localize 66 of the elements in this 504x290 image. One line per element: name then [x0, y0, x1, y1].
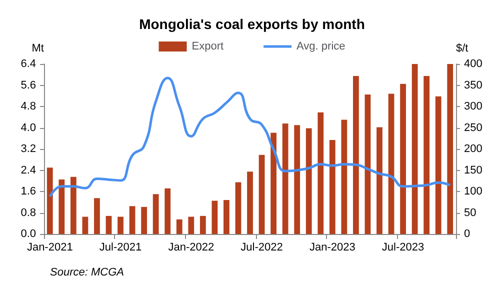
- bar: [400, 84, 406, 234]
- bar: [318, 112, 324, 234]
- bar: [306, 128, 312, 234]
- x-tick-label: Jul-2022: [240, 242, 283, 254]
- source-note: Source: MCGA: [50, 266, 124, 278]
- bar: [282, 124, 288, 234]
- bar: [82, 216, 88, 234]
- bar: [224, 200, 230, 234]
- y-tick-label: 2.4: [20, 164, 36, 176]
- bar: [129, 206, 136, 234]
- bar: [270, 132, 276, 234]
- bar: [46, 168, 53, 234]
- bar: [141, 206, 147, 234]
- bar: [294, 125, 300, 234]
- x-tick-label: Jul-2021: [99, 242, 142, 254]
- y2-tick-label: 350: [464, 79, 482, 92]
- bar: [94, 198, 100, 234]
- bar: [447, 64, 454, 234]
- x-tick-label: Jan-2021: [26, 242, 73, 254]
- bar: [412, 64, 418, 234]
- bar: [341, 120, 348, 234]
- y-tick-label: 5.6: [20, 79, 36, 92]
- y2-tick-label: 300: [464, 100, 482, 112]
- y-tick-label: 6.4: [20, 58, 36, 70]
- bar: [212, 200, 218, 234]
- bar: [58, 180, 65, 234]
- bar: [106, 216, 112, 234]
- bar: [70, 176, 76, 234]
- y-tick-label: 0.8: [20, 206, 36, 219]
- y2-tick-label: 0: [464, 228, 470, 240]
- bar: [435, 96, 442, 234]
- y-tick-label: 4.0: [20, 122, 36, 134]
- y-axis-title: Mt: [32, 42, 44, 54]
- bar: [200, 216, 206, 234]
- bar: [152, 194, 159, 234]
- y2-tick-label: 400: [464, 58, 482, 70]
- x-tick-label: Jan-2023: [309, 242, 356, 254]
- bar: [353, 76, 359, 234]
- x-tick-label: Jul-2023: [382, 242, 424, 254]
- bar: [364, 94, 371, 234]
- y-tick-label: 1.6: [20, 186, 36, 198]
- bar: [164, 188, 171, 234]
- y-tick-label: 0.0: [20, 228, 36, 240]
- bar: [247, 172, 253, 234]
- bar: [424, 76, 430, 234]
- bar: [188, 216, 194, 234]
- y2-axis-title: $/t: [456, 42, 468, 54]
- legend-label: Export: [192, 40, 224, 52]
- legend-label: Avg. price: [296, 40, 346, 52]
- y2-tick-label: 250: [464, 122, 482, 134]
- y-tick-label: 3.2: [20, 143, 36, 155]
- bar: [118, 216, 124, 234]
- bar: [376, 127, 382, 234]
- line-series: [48, 76, 452, 198]
- bar: [329, 140, 336, 234]
- y2-tick-label: 50: [464, 206, 476, 219]
- bar: [235, 182, 242, 234]
- bar: [176, 219, 182, 234]
- y2-tick-label: 100: [464, 186, 482, 198]
- bar: [388, 94, 394, 234]
- y2-tick-label: 200: [464, 143, 482, 155]
- chart-title: Mongolia's coal exports by month: [139, 16, 365, 32]
- x-tick-label: Jan-2022: [168, 242, 214, 254]
- y-tick-label: 4.8: [20, 100, 36, 112]
- y2-tick-label: 150: [464, 164, 482, 176]
- bar: [258, 154, 265, 234]
